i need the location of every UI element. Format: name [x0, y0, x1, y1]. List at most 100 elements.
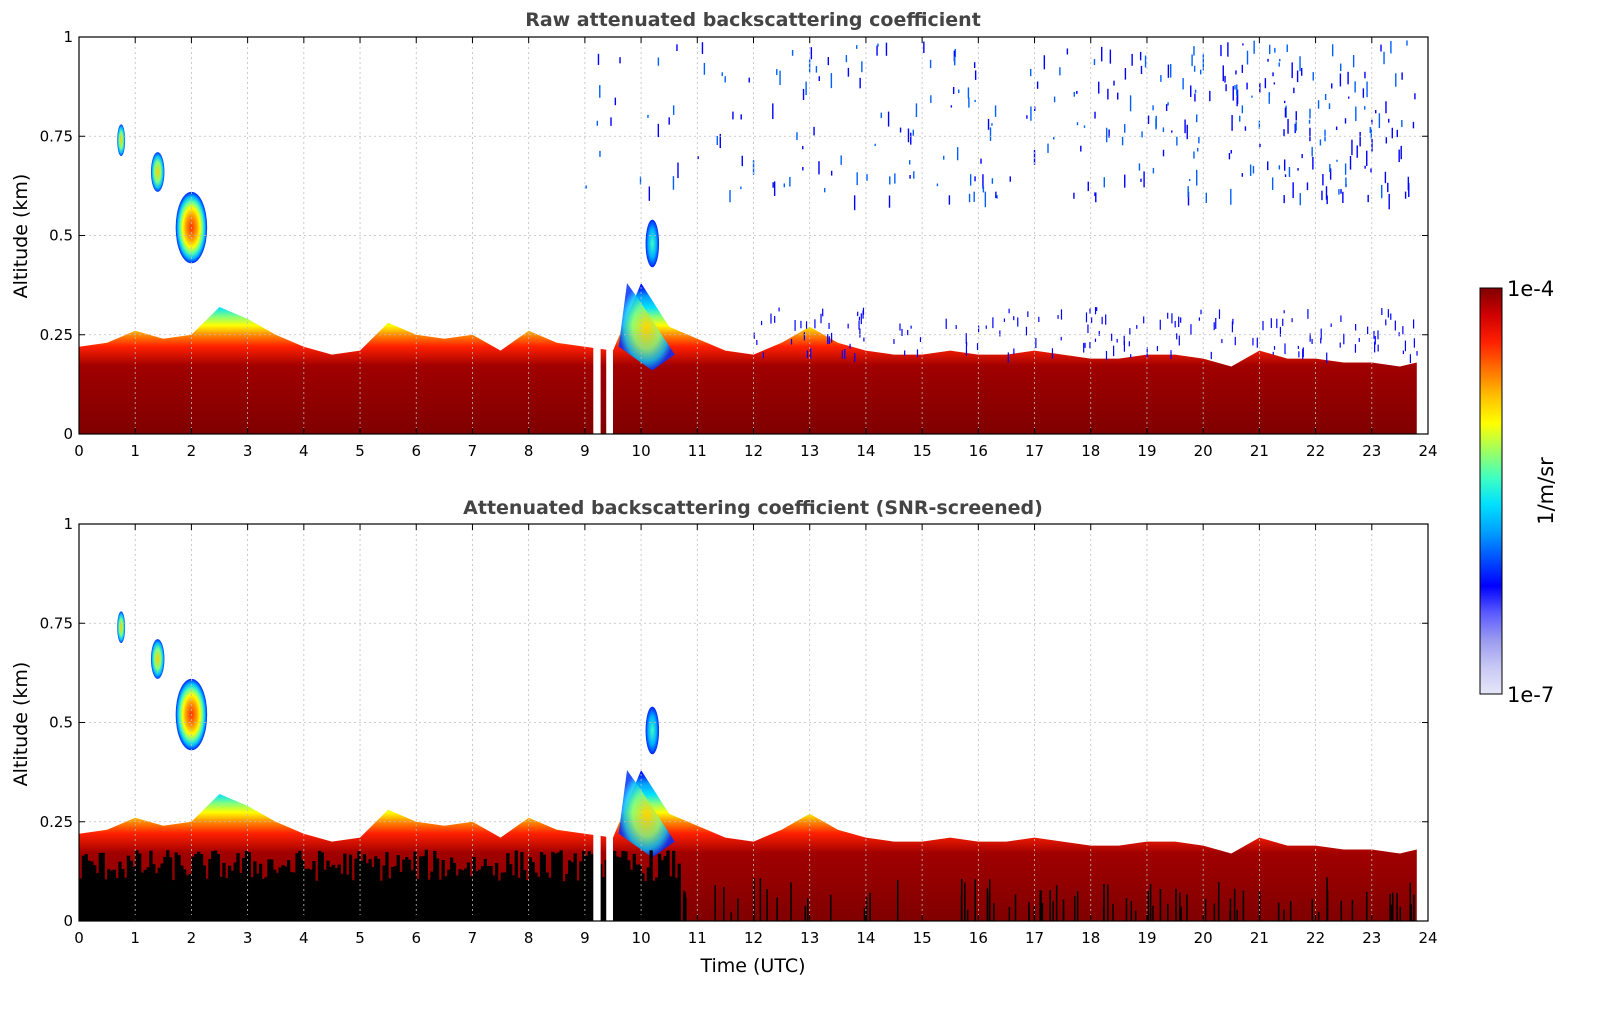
noise-speck [779, 70, 781, 85]
screened-bar [1396, 893, 1398, 921]
noise-speck [1199, 69, 1202, 75]
screened-bar [421, 856, 426, 921]
screened-bar [523, 869, 527, 921]
noise-speck [1105, 127, 1108, 143]
screened-bar [390, 866, 395, 921]
noise-speck [808, 59, 811, 73]
screened-bar [98, 852, 102, 921]
noise-speck [729, 190, 731, 203]
noise-speck [965, 344, 968, 356]
noise-speck [1241, 173, 1244, 177]
screened-bar [511, 875, 516, 921]
noise-speck [796, 132, 798, 141]
noise-speck [1236, 84, 1238, 96]
noise-speck [1409, 354, 1411, 364]
noise-speck [847, 67, 850, 77]
noise-speck [1339, 73, 1342, 87]
noise-speck [820, 313, 822, 324]
noise-speck [1319, 139, 1322, 146]
screened-bar [449, 857, 454, 921]
noise-speck [1295, 121, 1297, 131]
noise-speck [974, 176, 976, 182]
screened-bar [1365, 891, 1368, 921]
screened-bar [121, 869, 125, 921]
noise-speck [1152, 167, 1155, 174]
noise-speck [1235, 70, 1237, 75]
noise-speck [904, 350, 906, 356]
noise-speck [1366, 150, 1368, 166]
data-gap [593, 786, 601, 921]
noise-speck [1258, 120, 1261, 130]
noise-speck [1221, 339, 1223, 344]
screened-bar [281, 865, 285, 921]
screened-bar [118, 861, 122, 921]
noise-speck [1273, 346, 1276, 350]
noise-speck [1273, 82, 1276, 85]
screened-bar [1410, 904, 1413, 921]
noise-speck [1309, 127, 1311, 142]
screened-bar [312, 861, 316, 921]
noise-speck [1270, 318, 1272, 328]
noise-speck [1286, 44, 1288, 53]
screened-bar [1186, 894, 1188, 921]
noise-speck [585, 185, 587, 189]
screened-bar [1112, 903, 1114, 921]
screened-bar [534, 872, 538, 921]
screened-bar [416, 878, 420, 921]
noise-speck [1215, 318, 1217, 329]
noise-speck [1176, 136, 1178, 146]
screened-bar [447, 869, 451, 921]
screened-bar [1159, 888, 1162, 921]
screened-bar [348, 854, 353, 921]
screened-bar [452, 863, 457, 921]
noise-speck [956, 147, 959, 161]
noise-speck [1057, 315, 1059, 319]
noise-speck [916, 349, 919, 358]
noise-speck [1147, 115, 1150, 124]
noise-speck [1094, 307, 1097, 315]
noise-speck [1224, 75, 1226, 83]
x-tick-label: 21 [1250, 929, 1269, 947]
noise-speck [1378, 113, 1381, 129]
noise-speck [741, 155, 743, 167]
noise-speck [1017, 317, 1019, 327]
noise-speck [996, 195, 998, 199]
noise-speck [1101, 46, 1103, 62]
noise-speck [967, 87, 970, 99]
noise-speck [845, 55, 848, 63]
y-tick-label: 0.25 [40, 326, 73, 344]
noise-speck [929, 59, 932, 69]
screened-bar [345, 874, 350, 921]
screened-bar [730, 912, 732, 921]
noise-speck [1190, 324, 1192, 335]
x-tick-label: 17 [1025, 929, 1044, 947]
screened-bar [674, 877, 679, 921]
y-tick-label: 0.25 [40, 813, 73, 831]
noise-speck [1398, 332, 1400, 337]
noise-speck [1338, 189, 1340, 195]
x-tick-label: 0 [74, 929, 84, 947]
noise-speck [1035, 338, 1037, 349]
screened-bar [517, 877, 521, 921]
noise-speck [760, 320, 763, 326]
screened-bar [166, 850, 170, 921]
screened-bar [1317, 911, 1320, 921]
noise-speck [860, 313, 862, 325]
screened-bar [478, 869, 482, 921]
screened-bar [565, 873, 569, 921]
noise-speck [1385, 319, 1387, 326]
noise-speck [1053, 96, 1056, 103]
screened-bar [208, 859, 212, 921]
noise-speck [1197, 147, 1199, 152]
noise-speck [1167, 312, 1169, 319]
screened-bar [629, 869, 634, 921]
noise-speck [1299, 193, 1301, 206]
noise-speck [849, 343, 851, 349]
noise-speck [1236, 96, 1238, 107]
screened-bar [974, 879, 976, 921]
noise-speck [805, 321, 808, 329]
colorbar-min-label: 1e-7 [1507, 683, 1554, 707]
screened-bar [376, 858, 381, 921]
noise-speck [919, 337, 922, 342]
screened-bar [1040, 890, 1042, 921]
